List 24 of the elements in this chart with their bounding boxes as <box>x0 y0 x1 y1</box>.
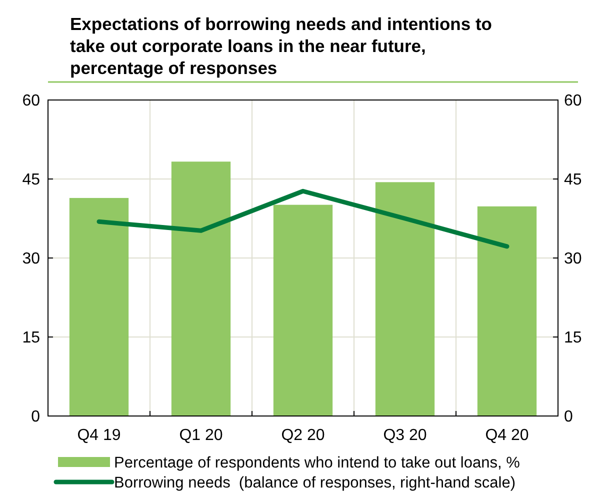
y2-tick-label: 15 <box>564 330 582 347</box>
y-tick-label: 15 <box>22 330 40 347</box>
y-tick-label: 30 <box>22 250 40 268</box>
y-tick-label: 45 <box>22 172 40 189</box>
bar <box>69 198 129 416</box>
bar <box>477 206 537 416</box>
x-tick-label: Q1 20 <box>179 427 223 444</box>
y-tick-label: 60 <box>22 92 40 110</box>
y2-tick-label: 45 <box>564 172 582 189</box>
bar <box>273 204 333 416</box>
x-tick-label: Q3 20 <box>383 427 427 444</box>
line-series <box>96 188 510 249</box>
x-tick-label: Q4 19 <box>77 427 121 444</box>
x-tick-label: Q2 20 <box>281 427 325 444</box>
bar <box>375 182 435 416</box>
legend-label: Percentage of respondents who intend to take out loans, % <box>114 454 520 472</box>
y-tick-label: 0 <box>31 408 40 426</box>
bar <box>171 162 231 416</box>
y2-tick-label: 60 <box>564 92 582 110</box>
y2-tick-label: 30 <box>564 250 582 268</box>
x-tick-label: Q4 20 <box>485 427 529 444</box>
y2-tick-label: 0 <box>564 408 573 426</box>
legend-label: Borrowing needs (balance of responses, right-hand scale) <box>114 474 516 492</box>
chart-title: Expectations of borrowing needs and intentions to take out corporate loans in the near future, percentage of responses <box>70 14 492 78</box>
